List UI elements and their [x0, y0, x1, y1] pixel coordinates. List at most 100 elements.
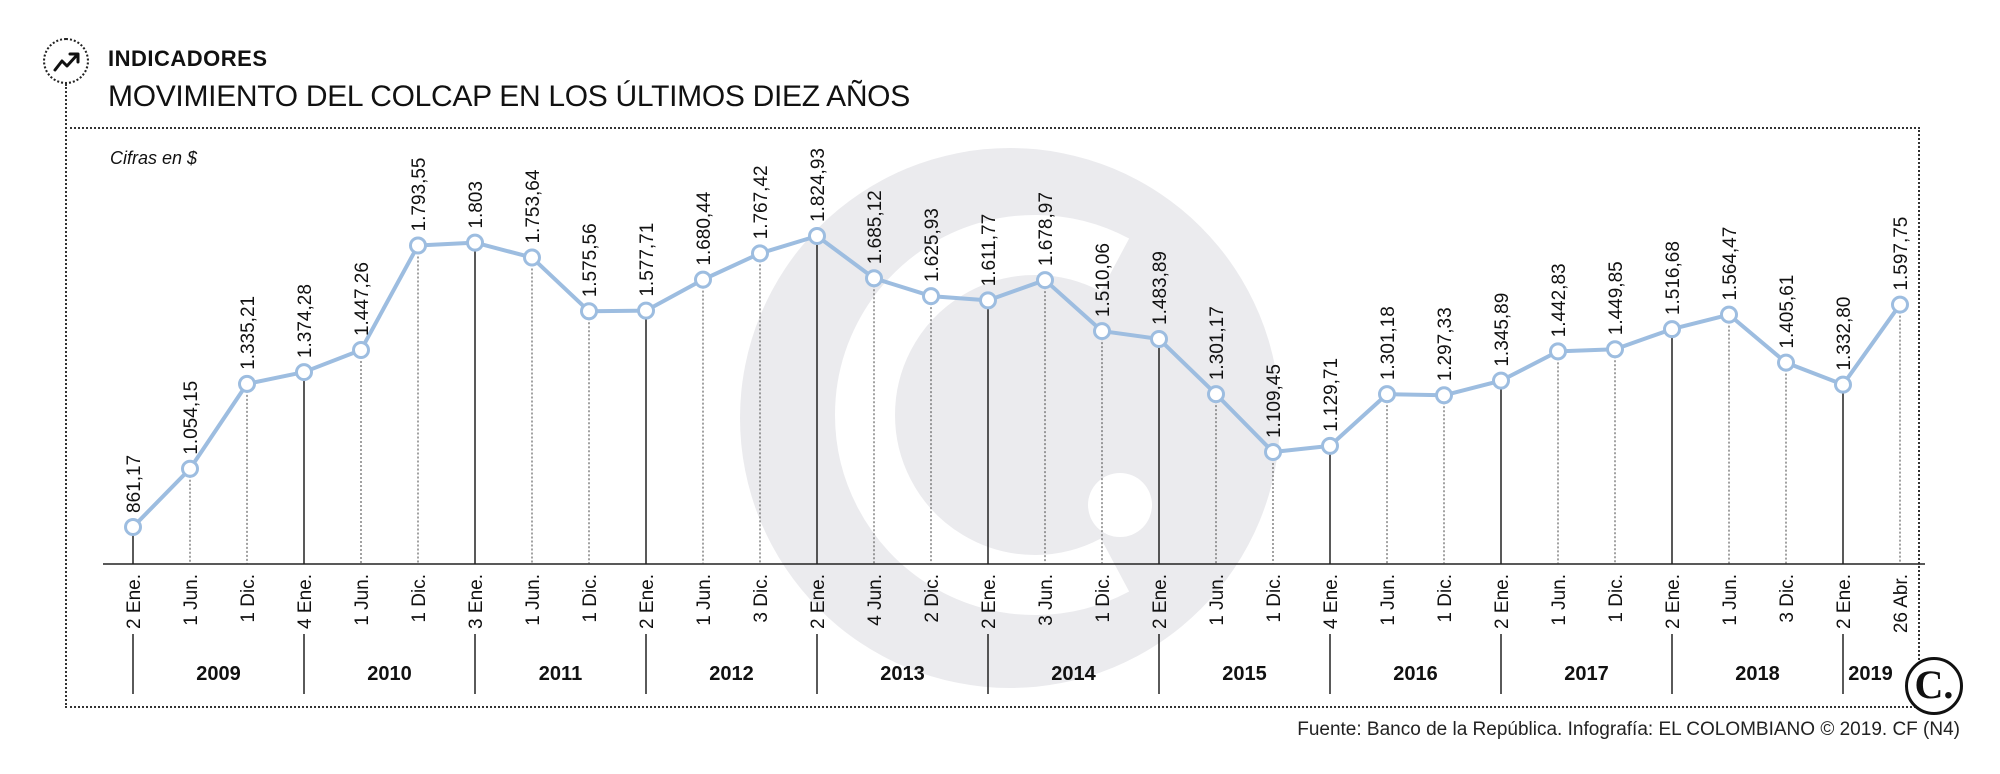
- data-point: [181, 459, 199, 478]
- value-label: 1.332,80: [1834, 297, 1855, 371]
- value-label: 1.793,55: [409, 158, 430, 232]
- x-tick-label: 1 Dic.: [1264, 574, 1285, 623]
- data-point: [1093, 322, 1111, 341]
- value-label: 1.824,93: [808, 148, 829, 222]
- value-label: 1.597,75: [1891, 217, 1912, 291]
- year-label: 2013: [880, 663, 925, 685]
- line-layer: [124, 227, 1909, 536]
- x-tick-label: 1 Jun.: [1378, 574, 1399, 626]
- value-label: 1.345,89: [1492, 293, 1513, 367]
- data-point: [637, 301, 655, 320]
- data-point: [808, 227, 826, 245]
- chart-title: MOVIMIENTO DEL COLCAP EN LOS ÚLTIMOS DIE…: [108, 80, 910, 113]
- value-label: 1.301,17: [1207, 306, 1228, 380]
- year-label: 2017: [1564, 663, 1609, 685]
- value-label: 1.516,68: [1663, 241, 1684, 315]
- year-label: 2018: [1735, 663, 1780, 685]
- data-point: [1150, 329, 1168, 348]
- x-tick-label: 2 Ene.: [124, 574, 145, 629]
- x-tick-label: 1 Dic.: [409, 574, 430, 623]
- axis-layer: [103, 243, 1925, 694]
- watermark-c-letter: [835, 215, 1130, 615]
- value-label: 1.767,42: [751, 165, 772, 239]
- source-credit: Fuente: Banco de la República. Infografí…: [1297, 719, 1960, 740]
- year-label: 2009: [196, 663, 241, 685]
- value-label: 1.301,18: [1378, 306, 1399, 380]
- value-label: 1.297,33: [1435, 307, 1456, 381]
- trend-line-icon: [43, 38, 89, 84]
- value-label: 1.680,44: [694, 191, 715, 265]
- value-label: 1.564,47: [1720, 227, 1741, 301]
- data-point: [1264, 443, 1282, 462]
- label-layer: 2 Ene. 861,17 1 Jun. 1.054,15 1 Dic. 1.335,21…: [124, 148, 1912, 685]
- x-tick-label: 1 Dic.: [580, 574, 601, 623]
- data-point: [124, 518, 142, 536]
- year-label: 2010: [367, 663, 412, 685]
- data-point: [1891, 295, 1909, 314]
- value-label: 1.577,71: [637, 223, 658, 297]
- value-label: 1.447,26: [352, 262, 373, 336]
- x-tick-label: 1 Jun.: [694, 574, 715, 626]
- x-tick-label: 1 Jun.: [1720, 574, 1741, 626]
- data-point: [1549, 342, 1567, 361]
- x-tick-label: 1 Jun.: [523, 574, 544, 626]
- unit-note: Cifras en $: [110, 148, 198, 168]
- value-label: 1.575,56: [580, 223, 601, 297]
- value-label: 1.129,71: [1321, 358, 1342, 432]
- x-tick-label: 4 Ene.: [295, 574, 316, 629]
- value-label: 1.405,61: [1777, 275, 1798, 349]
- value-label: 1.109,45: [1264, 364, 1285, 438]
- x-tick-label: 1 Jun.: [352, 574, 373, 626]
- x-tick-label: 1 Dic.: [1606, 574, 1627, 623]
- year-label: 2014: [1051, 663, 1096, 685]
- value-label: 861,17: [124, 455, 145, 513]
- year-label: 2019: [1848, 663, 1893, 685]
- x-tick-label: 2 Ene.: [637, 574, 658, 629]
- colcap-series-line: [131, 234, 1902, 529]
- value-label: 1.678,97: [1036, 192, 1057, 266]
- value-label: 1.685,12: [865, 190, 886, 264]
- data-point: [751, 244, 769, 263]
- x-tick-label: 1 Jun.: [1549, 574, 1570, 626]
- x-tick-label: 1 Jun.: [1207, 574, 1228, 626]
- x-tick-label: 3 Jun.: [1036, 574, 1057, 626]
- data-point: [580, 302, 598, 321]
- year-label: 2015: [1222, 663, 1267, 685]
- x-tick-label: 4 Ene.: [1321, 574, 1342, 629]
- data-point: [922, 287, 940, 306]
- chart-frame: [65, 127, 1920, 708]
- data-point: [1492, 371, 1510, 390]
- x-tick-label: 2 Dic.: [922, 574, 943, 623]
- x-tick-label: 1 Dic.: [238, 574, 259, 623]
- value-label: 1.803: [466, 181, 487, 229]
- data-point: [1777, 353, 1795, 372]
- data-point: [523, 248, 541, 267]
- data-point: [1435, 386, 1453, 405]
- x-tick-label: 1 Dic.: [1435, 574, 1456, 623]
- value-label: 1.054,15: [181, 381, 202, 455]
- x-tick-label: 1 Dic.: [1093, 574, 1114, 623]
- x-tick-label: 3 Ene.: [466, 574, 487, 629]
- value-label: 1.335,21: [238, 296, 259, 370]
- x-tick-label: 2 Ene.: [979, 574, 1000, 629]
- data-point: [1663, 320, 1681, 339]
- x-tick-label: 1 Jun.: [181, 574, 202, 626]
- x-tick-label: 2 Ene.: [1492, 574, 1513, 629]
- section-kicker: INDICADORES: [108, 46, 268, 71]
- el-colombiano-logo: C.: [1905, 657, 1963, 715]
- data-point: [694, 270, 712, 289]
- x-tick-label: 2 Ene.: [1150, 574, 1171, 629]
- value-label: 1.483,89: [1150, 251, 1171, 325]
- value-label: 1.449,85: [1606, 261, 1627, 335]
- x-tick-label: 26 Abr.: [1891, 574, 1912, 633]
- year-label: 2016: [1393, 663, 1438, 685]
- data-point: [1720, 305, 1738, 324]
- watermark-dot: [1088, 473, 1152, 537]
- x-tick-label: 3 Dic.: [751, 574, 772, 623]
- data-point: [352, 341, 370, 360]
- value-label: 1.510,06: [1093, 243, 1114, 317]
- x-tick-label: 2 Ene.: [1834, 574, 1855, 629]
- value-label: 1.374,28: [295, 284, 316, 358]
- x-tick-label: 2 Ene.: [808, 574, 829, 629]
